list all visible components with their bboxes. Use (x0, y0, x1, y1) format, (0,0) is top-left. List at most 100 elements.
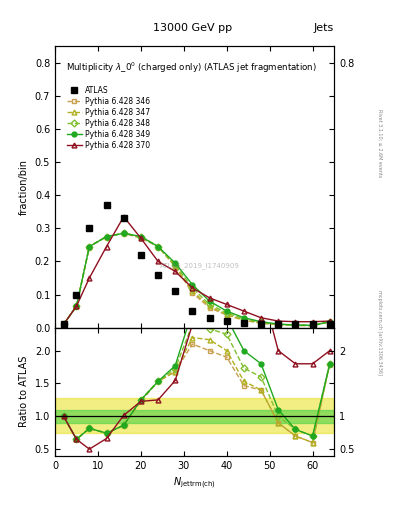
Pythia 6.428 346 (276, 322, 281, 328)
Pythia 6.428 346 (87, 243, 92, 249)
Pythia 6.428 348 (138, 233, 143, 240)
Pythia 6.428 349 (74, 303, 79, 309)
Pythia 6.428 370 (276, 318, 281, 324)
ATLAS (121, 215, 126, 221)
Pythia 6.428 346 (242, 317, 246, 324)
Pythia 6.428 370 (74, 303, 79, 309)
Pythia 6.428 348 (224, 310, 229, 316)
Pythia 6.428 348 (87, 243, 92, 249)
Pythia 6.428 347 (156, 243, 160, 249)
Text: 13000 GeV pp: 13000 GeV pp (153, 23, 232, 33)
Pythia 6.428 349 (224, 308, 229, 314)
Pythia 6.428 370 (87, 275, 92, 281)
ATLAS (293, 322, 298, 328)
Pythia 6.428 349 (121, 230, 126, 237)
Pythia 6.428 347 (173, 263, 178, 269)
Text: mcplots.cern.ch [arXiv:1306.3436]: mcplots.cern.ch [arXiv:1306.3436] (377, 290, 382, 375)
Pythia 6.428 347 (276, 322, 281, 328)
Pythia 6.428 348 (310, 322, 315, 328)
Pythia 6.428 370 (190, 285, 195, 291)
Pythia 6.428 349 (293, 322, 298, 328)
ATLAS (190, 308, 195, 314)
Pythia 6.428 348 (156, 243, 160, 249)
Line: Pythia 6.428 370: Pythia 6.428 370 (61, 214, 332, 327)
Pythia 6.428 347 (74, 303, 79, 309)
ATLAS (173, 288, 178, 294)
Pythia 6.428 348 (276, 322, 281, 328)
Pythia 6.428 348 (74, 303, 79, 309)
ATLAS (327, 322, 332, 328)
Pythia 6.428 347 (138, 233, 143, 240)
Pythia 6.428 346 (293, 322, 298, 328)
Pythia 6.428 347 (242, 317, 246, 323)
Pythia 6.428 349 (156, 243, 160, 249)
Pythia 6.428 370 (138, 235, 143, 241)
Pythia 6.428 370 (293, 318, 298, 325)
Pythia 6.428 348 (104, 233, 109, 240)
ATLAS (310, 322, 315, 328)
Pythia 6.428 346 (121, 230, 126, 237)
Pythia 6.428 370 (327, 318, 332, 324)
Pythia 6.428 370 (61, 322, 66, 328)
ATLAS (224, 318, 229, 324)
Pythia 6.428 346 (327, 318, 332, 325)
Pythia 6.428 346 (61, 322, 66, 328)
Pythia 6.428 347 (259, 320, 263, 326)
Pythia 6.428 370 (224, 302, 229, 308)
Pythia 6.428 346 (259, 320, 263, 326)
Bar (55, 398, 334, 433)
Pythia 6.428 346 (207, 305, 212, 311)
Legend: ATLAS, Pythia 6.428 346, Pythia 6.428 347, Pythia 6.428 348, Pythia 6.428 349, P: ATLAS, Pythia 6.428 346, Pythia 6.428 34… (64, 83, 153, 153)
Pythia 6.428 347 (224, 311, 229, 317)
Pythia 6.428 370 (173, 268, 178, 274)
Pythia 6.428 370 (310, 318, 315, 325)
Pythia 6.428 349 (207, 298, 212, 304)
ATLAS (138, 252, 143, 258)
Pythia 6.428 349 (259, 318, 263, 325)
Pythia 6.428 370 (121, 214, 126, 220)
Pythia 6.428 347 (310, 323, 315, 329)
ATLAS (156, 271, 160, 278)
ATLAS (207, 315, 212, 321)
Pythia 6.428 347 (207, 303, 212, 309)
Bar (55, 410, 334, 423)
Pythia 6.428 348 (173, 262, 178, 268)
Pythia 6.428 349 (276, 321, 281, 327)
Pythia 6.428 347 (190, 288, 195, 294)
Text: Multiplicity $\lambda\_0^0$ (charged only) (ATLAS jet fragmentation): Multiplicity $\lambda\_0^0$ (charged onl… (66, 60, 317, 75)
Pythia 6.428 349 (310, 322, 315, 328)
Pythia 6.428 370 (259, 315, 263, 321)
Pythia 6.428 348 (293, 322, 298, 328)
Pythia 6.428 348 (207, 302, 212, 308)
Pythia 6.428 346 (310, 323, 315, 329)
Pythia 6.428 348 (121, 230, 126, 237)
Pythia 6.428 349 (104, 233, 109, 240)
Line: Pythia 6.428 349: Pythia 6.428 349 (61, 231, 332, 328)
ATLAS (242, 319, 246, 326)
Line: Pythia 6.428 346: Pythia 6.428 346 (61, 231, 332, 328)
Pythia 6.428 370 (242, 308, 246, 314)
Y-axis label: Ratio to ATLAS: Ratio to ATLAS (19, 356, 29, 428)
Pythia 6.428 346 (224, 312, 229, 318)
Pythia 6.428 349 (61, 322, 66, 328)
Pythia 6.428 349 (173, 260, 178, 266)
Pythia 6.428 349 (242, 315, 246, 321)
Pythia 6.428 348 (242, 316, 246, 322)
Pythia 6.428 346 (173, 263, 178, 269)
Pythia 6.428 348 (259, 319, 263, 326)
Pythia 6.428 347 (87, 243, 92, 249)
Pythia 6.428 348 (327, 318, 332, 325)
Pythia 6.428 370 (207, 295, 212, 301)
Line: ATLAS: ATLAS (61, 202, 332, 327)
ATLAS (87, 225, 92, 231)
Text: Rivet 3.1.10; ≥ 2.6M events: Rivet 3.1.10; ≥ 2.6M events (377, 109, 382, 178)
Pythia 6.428 348 (61, 322, 66, 328)
Pythia 6.428 346 (138, 235, 143, 241)
Pythia 6.428 349 (327, 318, 332, 325)
Pythia 6.428 347 (293, 322, 298, 328)
ATLAS (61, 322, 66, 328)
Pythia 6.428 349 (138, 233, 143, 240)
ATLAS (104, 202, 109, 208)
Line: Pythia 6.428 348: Pythia 6.428 348 (61, 231, 332, 328)
Pythia 6.428 370 (156, 259, 160, 265)
